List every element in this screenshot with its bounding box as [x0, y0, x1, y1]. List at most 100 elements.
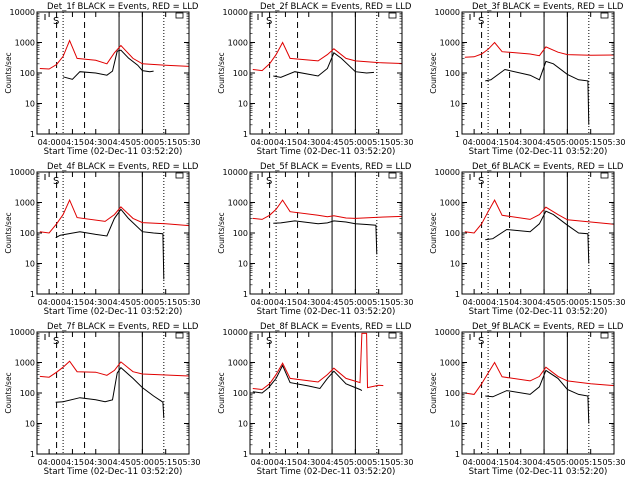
x-tick-label: 04:00 [38, 298, 61, 307]
y-tick-label: 1 [243, 290, 248, 299]
y-axis-label: Counts/sec [217, 372, 226, 413]
x-tick-label: 05:00 [131, 298, 154, 307]
x-tick-label: 05:30 [390, 458, 413, 467]
x-tick-label: 04:30 [84, 458, 107, 467]
x-axis-label: Start Time (02-Dec-11 03:52:20) [44, 147, 183, 157]
plot-frame [249, 331, 403, 455]
x-tick-label: 04:00 [251, 298, 274, 307]
x-tick-label: 05:15 [579, 298, 602, 307]
plot-frame [461, 331, 615, 455]
y-tick-label: 100 [233, 229, 248, 238]
y-tick-label: 10000 [10, 328, 35, 337]
x-tick-label: 04:30 [297, 298, 320, 307]
x-tick-label: 05:00 [556, 458, 579, 467]
x-tick-label: 05:15 [367, 298, 390, 307]
y-tick-label: 100 [20, 69, 35, 78]
marker-box [388, 172, 397, 179]
x-tick-label: 05:00 [556, 298, 579, 307]
x-tick-label: 04:45 [533, 298, 556, 307]
y-tick-label: 1000 [228, 359, 248, 368]
lld-series-line [252, 332, 384, 391]
y-tick-label: 10 [238, 260, 248, 269]
x-tick-label: 04:30 [509, 298, 532, 307]
plot-frame [461, 11, 615, 135]
events-series-line [485, 60, 590, 125]
y-tick-label: 100 [20, 389, 35, 398]
y-tick-label: 10000 [10, 168, 35, 177]
plot-frame [461, 171, 615, 295]
y-tick-label: 1000 [15, 199, 35, 208]
x-tick-label: 05:30 [602, 458, 625, 467]
x-tick-label: 04:30 [84, 298, 107, 307]
panel-title: Det_8f BLACK = Events, RED = LLD [260, 322, 412, 332]
x-axis-label: Start Time (02-Dec-11 03:52:20) [257, 147, 396, 157]
y-tick-label: 100 [20, 229, 35, 238]
x-axis-label: Start Time (02-Dec-11 03:52:20) [44, 307, 183, 317]
plot-frame [36, 171, 190, 295]
x-tick-label: 04:45 [533, 138, 556, 147]
panel-4: Det_4f BLACK = Events, RED = LLD S 1 10 100 1… [4, 162, 201, 317]
y-tick-label: 100 [445, 389, 460, 398]
y-tick-label: 1 [30, 130, 35, 139]
y-tick-label: 10 [450, 420, 460, 429]
x-tick-label: 04:00 [251, 138, 274, 147]
y-tick-label: 1000 [440, 199, 460, 208]
x-axis-label: Start Time (02-Dec-11 03:52:20) [469, 147, 608, 157]
x-tick-label: 05:00 [344, 458, 367, 467]
y-axis-label: Counts/sec [4, 212, 13, 253]
x-tick-label: 04:15 [274, 138, 297, 147]
marker-box [600, 172, 609, 179]
lld-series-line [39, 360, 190, 378]
y-tick-label: 1 [243, 130, 248, 139]
y-tick-label: 100 [233, 69, 248, 78]
x-tick-label: 04:15 [61, 458, 84, 467]
y-tick-label: 1000 [228, 39, 248, 48]
x-tick-label: 04:15 [61, 298, 84, 307]
plot-frame [249, 171, 403, 295]
segment-marker: S [266, 16, 272, 27]
marker-box [600, 12, 609, 19]
x-tick-label: 04:30 [509, 138, 532, 147]
x-axis-label: Start Time (02-Dec-11 03:52:20) [257, 467, 396, 477]
x-tick-label: 05:00 [344, 138, 367, 147]
x-tick-label: 05:30 [602, 298, 625, 307]
x-axis-label: Start Time (02-Dec-11 03:52:20) [469, 307, 608, 317]
x-tick-label: 05:15 [154, 138, 177, 147]
x-tick-label: 05:15 [154, 298, 177, 307]
x-tick-label: 04:00 [463, 298, 486, 307]
marker-box [388, 12, 397, 19]
x-axis-label: Start Time (02-Dec-11 03:52:20) [257, 307, 396, 317]
y-axis-label: Counts/sec [429, 52, 438, 93]
y-tick-label: 10000 [435, 8, 460, 17]
segment-marker: S [478, 176, 484, 187]
y-tick-label: 10 [450, 260, 460, 269]
x-tick-label: 05:30 [177, 138, 200, 147]
y-tick-label: 1 [30, 450, 35, 459]
x-tick-label: 05:00 [131, 138, 154, 147]
y-tick-label: 10000 [10, 8, 35, 17]
lld-series-line [39, 198, 190, 234]
y-tick-label: 10000 [223, 168, 248, 177]
panel-title: Det_3f BLACK = Events, RED = LLD [472, 2, 624, 12]
lld-series-line [464, 199, 615, 234]
y-tick-label: 10 [25, 260, 35, 269]
y-tick-label: 10 [25, 420, 35, 429]
panel-2: Det_2f BLACK = Events, RED = LLD S 1 10 100 1… [217, 2, 414, 157]
y-tick-label: 1000 [15, 39, 35, 48]
panel-title: Det_5f BLACK = Events, RED = LLD [260, 162, 412, 172]
x-axis-label: Start Time (02-Dec-11 03:52:20) [469, 467, 608, 477]
segment-marker: S [266, 176, 272, 187]
plot-frame [36, 331, 190, 455]
panel-title: Det_1f BLACK = Events, RED = LLD [47, 2, 199, 12]
x-tick-label: 04:30 [509, 458, 532, 467]
y-tick-label: 100 [233, 389, 248, 398]
y-axis-label: Counts/sec [4, 372, 13, 413]
x-tick-label: 05:30 [177, 458, 200, 467]
segment-marker: S [478, 336, 484, 347]
marker-box [600, 332, 609, 339]
y-tick-label: 10 [238, 100, 248, 109]
x-tick-label: 04:30 [297, 138, 320, 147]
panel-9: Det_9f BLACK = Events, RED = LLD S 1 10 100 1… [429, 322, 626, 477]
events-series-line [273, 220, 378, 255]
events-series-line [55, 366, 165, 419]
